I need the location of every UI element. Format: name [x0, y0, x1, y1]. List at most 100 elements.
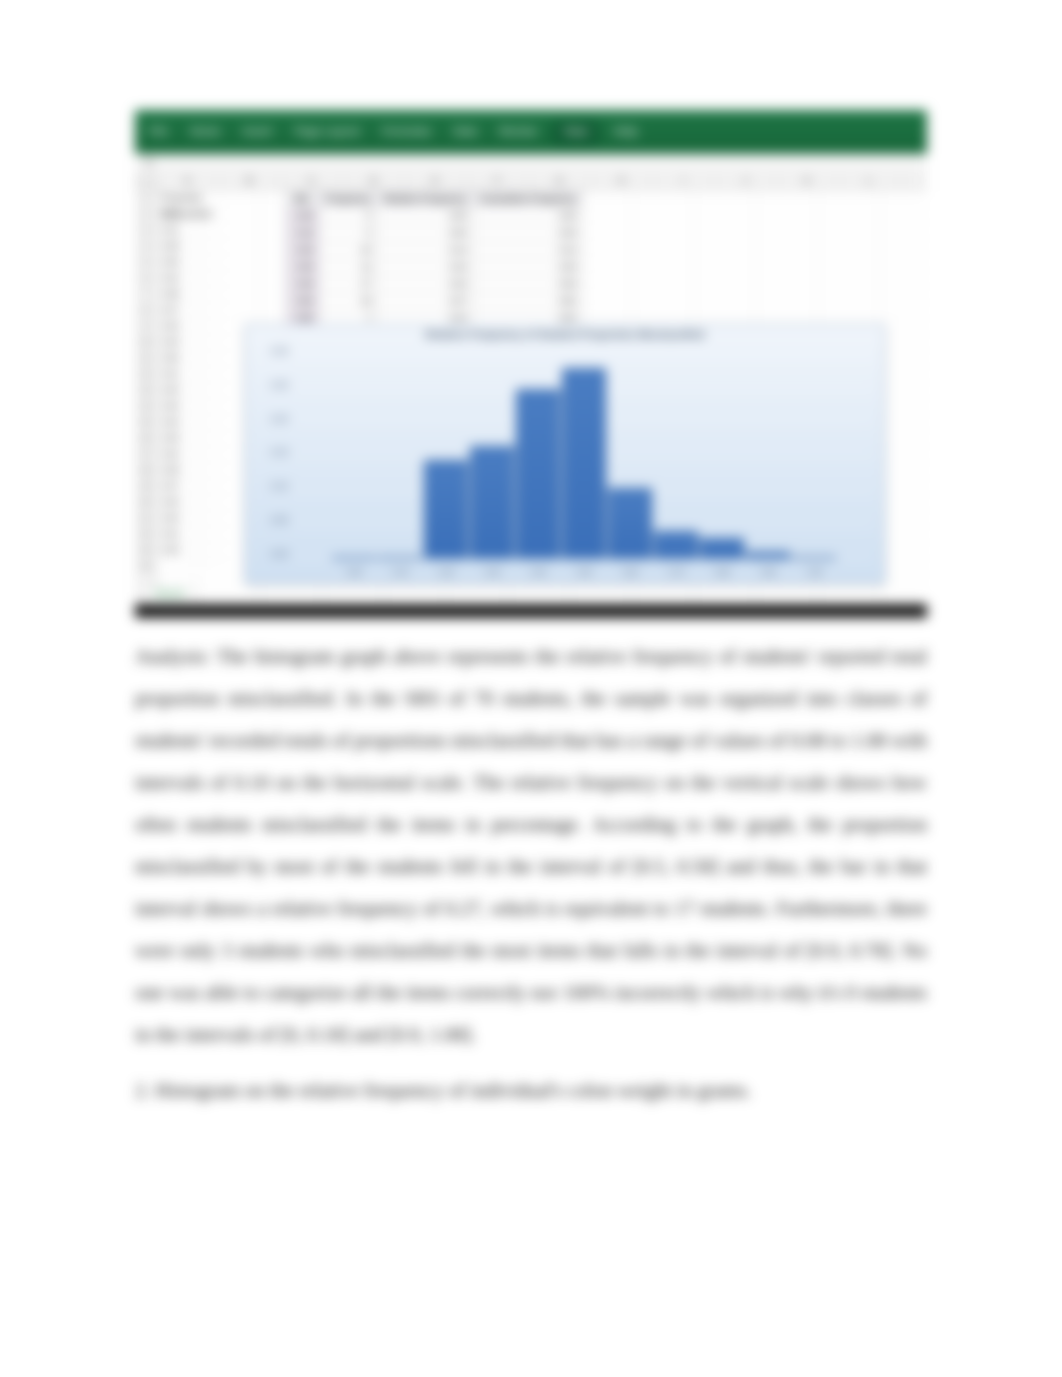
col-header[interactable]: J	[715, 174, 777, 189]
sheet-tab[interactable]: Sheet1	[145, 587, 195, 602]
ribbon-tab-home[interactable]: Home	[184, 123, 227, 142]
col-header[interactable]: H	[591, 174, 653, 189]
table-cell[interactable]: 0.08	[286, 208, 320, 225]
row-header[interactable]: 6	[135, 270, 156, 286]
row-header[interactable]: 24	[135, 558, 156, 574]
formula-bar[interactable]: fx	[135, 154, 927, 174]
ribbon-tab-data[interactable]: Data	[447, 123, 483, 142]
row-header[interactable]: 8	[135, 302, 156, 318]
worksheet[interactable]: A B C D E F G H I J K L 1234567891011121…	[135, 174, 927, 604]
cell[interactable]: 0.28	[157, 238, 219, 254]
row-header[interactable]: 5	[135, 254, 156, 270]
row-header[interactable]: 21	[135, 510, 156, 526]
cell[interactable]: 0.30	[157, 382, 219, 398]
row-header[interactable]: 11	[135, 350, 156, 366]
ribbon-tab-formulas[interactable]: Formulas	[376, 123, 438, 142]
row-header[interactable]: 15	[135, 414, 156, 430]
row-header[interactable]: 12	[135, 366, 156, 382]
col-header[interactable]: C	[281, 174, 343, 189]
table-cell[interactable]: 17	[319, 276, 378, 293]
ribbon-tab-pagelayout[interactable]: Page Layout	[288, 123, 365, 142]
table-cell[interactable]: 0.28	[286, 242, 320, 259]
col-header[interactable]: K	[777, 174, 839, 189]
cell[interactable]: 0.38	[157, 286, 219, 302]
cell[interactable]: Proportion Misclassified	[157, 190, 219, 206]
histogram-chart[interactable]: Relative Frequency of Student Proportion…	[245, 324, 885, 584]
table-cell[interactable]: 0.00	[473, 225, 583, 242]
x-tick: 0.58	[562, 569, 606, 577]
row-header[interactable]: 20	[135, 494, 156, 510]
row-header[interactable]: 13	[135, 382, 156, 398]
col-header[interactable]: B	[219, 174, 281, 189]
table-cell[interactable]: 0.81	[473, 293, 583, 310]
histogram-bar	[378, 557, 422, 559]
cell[interactable]: 0.29	[157, 542, 219, 558]
table-cell[interactable]: 0.00	[378, 208, 474, 225]
table-cell[interactable]: 0.54	[473, 276, 583, 293]
row-header[interactable]: 2	[135, 206, 156, 222]
table-cell[interactable]: 0.00	[473, 208, 583, 225]
row-header[interactable]: 3	[135, 222, 156, 238]
ribbon-tab-view[interactable]: View	[553, 121, 598, 144]
cell[interactable]: 0.28	[157, 462, 219, 478]
row-header[interactable]: 17	[135, 446, 156, 462]
cell[interactable]: 0.35	[157, 254, 219, 270]
table-cell[interactable]: 0.38	[286, 259, 320, 276]
cell[interactable]: 0.33	[157, 318, 219, 334]
table-cell[interactable]: 10	[319, 242, 378, 259]
col-header[interactable]: I	[653, 174, 715, 189]
col-header[interactable]: F	[467, 174, 529, 189]
cell[interactable]: 0.37	[157, 478, 219, 494]
table-cell[interactable]: 0.18	[286, 225, 320, 242]
table-cell[interactable]: 0.14	[378, 242, 474, 259]
col-header[interactable]: D	[343, 174, 405, 189]
row-header[interactable]: 16	[135, 430, 156, 446]
cell[interactable]: 0.31	[157, 526, 219, 542]
cell[interactable]: 0.39	[157, 430, 219, 446]
cell[interactable]: 0.40	[157, 494, 219, 510]
ribbon-tab-review[interactable]: Review	[493, 123, 543, 142]
table-cell[interactable]: 0.48	[286, 276, 320, 293]
cell[interactable]: 0.32	[157, 446, 219, 462]
col-header[interactable]: G	[529, 174, 591, 189]
row-header[interactable]: 10	[135, 334, 156, 350]
cell[interactable]: 0.34	[157, 414, 219, 430]
table-cell[interactable]: 11	[319, 259, 378, 276]
histogram-bar	[700, 538, 744, 559]
col-header[interactable]: E	[405, 174, 467, 189]
table-cell[interactable]: 0.16	[378, 259, 474, 276]
table-cell[interactable]: 0.00	[378, 225, 474, 242]
table-cell[interactable]: 19	[319, 293, 378, 310]
cell[interactable]: 0.41	[157, 366, 219, 382]
cell[interactable]: 0.25	[157, 510, 219, 526]
table-cell[interactable]: 0	[319, 225, 378, 242]
ribbon-tab-insert[interactable]: Insert	[237, 123, 279, 142]
table-cell[interactable]: 0	[319, 208, 378, 225]
table-cell[interactable]: 0.24	[378, 276, 474, 293]
col-header[interactable]: L	[839, 174, 901, 189]
cell[interactable]: 0.42	[157, 270, 219, 286]
row-header[interactable]: 22	[135, 526, 156, 542]
table-cell[interactable]: 0.27	[378, 293, 474, 310]
row-header[interactable]: 7	[135, 286, 156, 302]
col-header[interactable]: A	[157, 174, 219, 189]
table-cell[interactable]: 0.58	[286, 293, 320, 310]
row-header[interactable]: 19	[135, 478, 156, 494]
row-header[interactable]: 23	[135, 542, 156, 558]
cell[interactable]: 0.36	[157, 350, 219, 366]
table-cell[interactable]: 0.14	[473, 242, 583, 259]
table-cell[interactable]: 0.30	[473, 259, 583, 276]
cell[interactable]: 0.27	[157, 302, 219, 318]
row-header[interactable]: 1	[135, 190, 156, 206]
ribbon-tab-help[interactable]: Help	[608, 123, 644, 142]
row-header[interactable]: 4	[135, 238, 156, 254]
col-header[interactable]	[135, 174, 157, 189]
row-header[interactable]: 14	[135, 398, 156, 414]
row-header[interactable]: 9	[135, 318, 156, 334]
cell[interactable]: 0.26	[157, 398, 219, 414]
cell[interactable]: 0.29	[157, 334, 219, 350]
cell[interactable]: 0.31	[157, 222, 219, 238]
histogram-bar	[746, 552, 790, 559]
row-header[interactable]: 18	[135, 462, 156, 478]
ribbon-tab-file[interactable]: File	[143, 123, 174, 142]
